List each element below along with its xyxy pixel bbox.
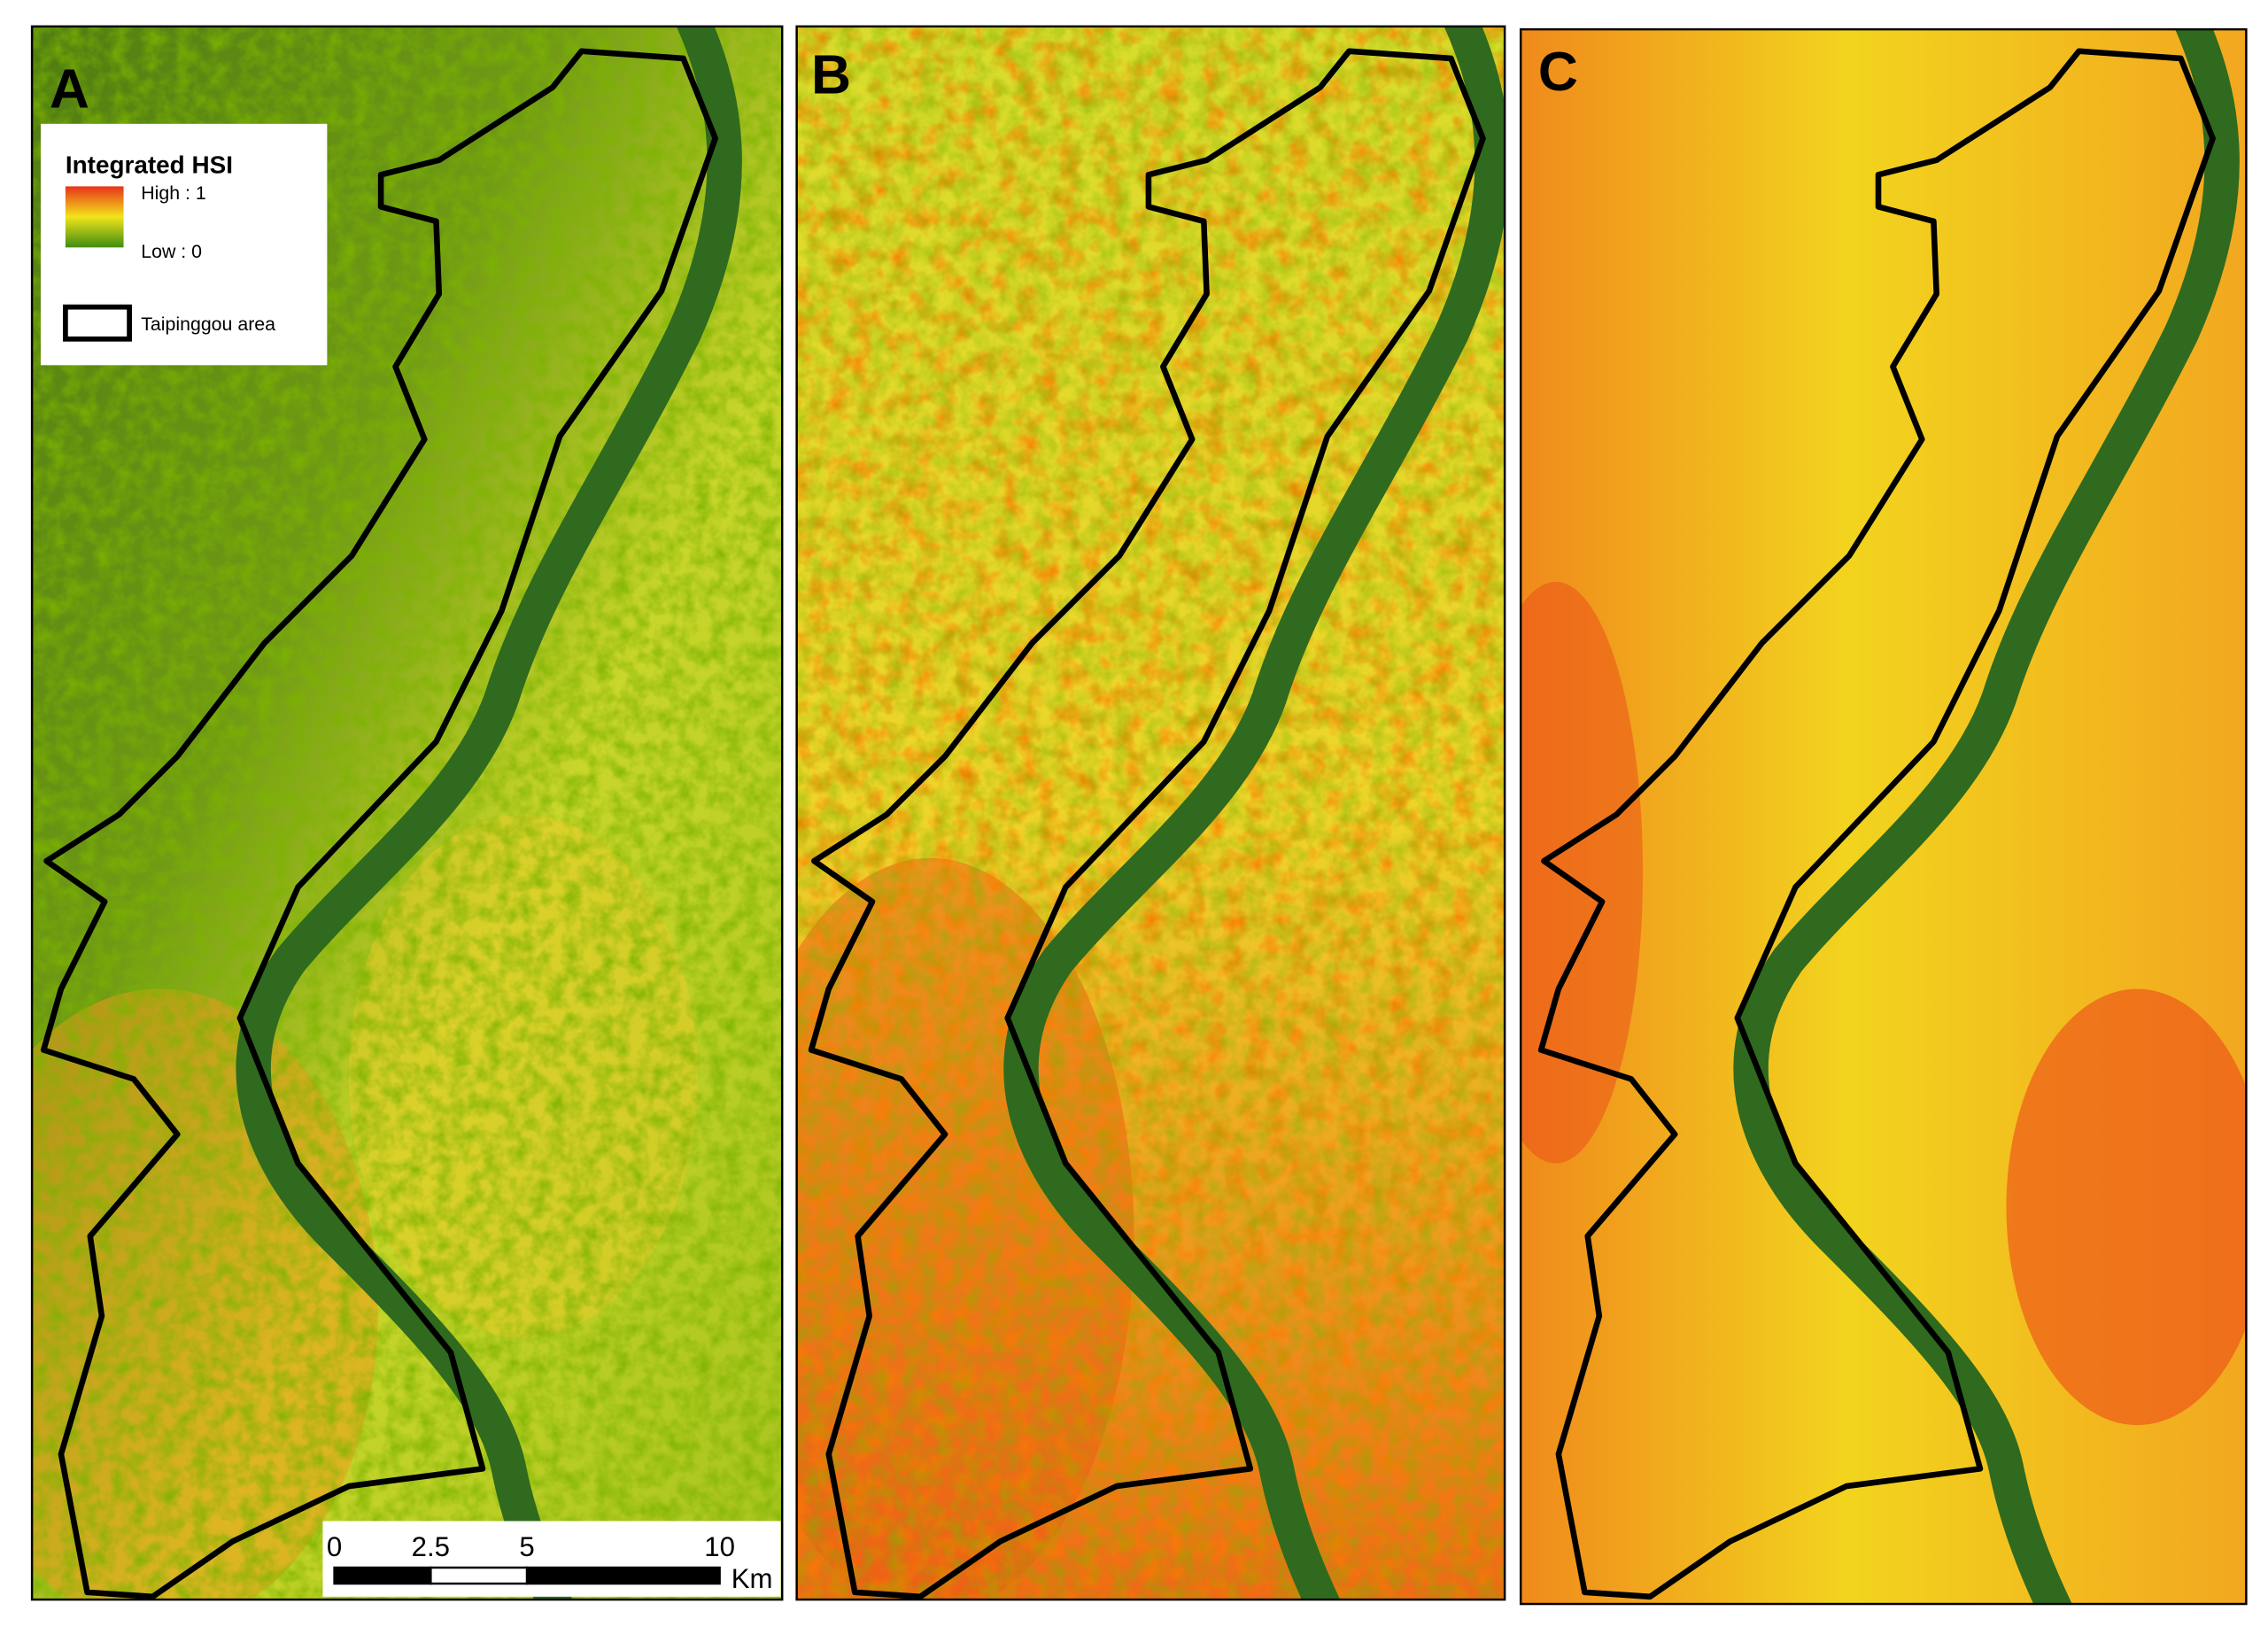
scale-bar-segment bbox=[430, 1566, 529, 1585]
legend-ramp bbox=[65, 186, 124, 248]
scale-bar-tick-label: 0 bbox=[327, 1531, 342, 1562]
legend-high: High : 1 bbox=[141, 182, 206, 204]
panel-label: C bbox=[1538, 42, 1578, 103]
panel-label: A bbox=[50, 59, 89, 120]
panel-frame bbox=[1519, 27, 2248, 1606]
panel-frame bbox=[30, 25, 784, 1601]
legend-title: Integrated HSI bbox=[66, 151, 233, 179]
panel-label: B bbox=[811, 44, 851, 105]
legend: Integrated HSI High : 1 Low : 0 Taipingg… bbox=[40, 123, 328, 366]
scale-bar-tick-label: 2.5 bbox=[412, 1531, 450, 1562]
scale-bar-segment bbox=[333, 1566, 432, 1585]
legend-boundary: Taipinggou area bbox=[141, 314, 275, 335]
scale-bar-tick-label: 5 bbox=[519, 1531, 534, 1562]
panel-c-map bbox=[1521, 29, 2247, 1642]
scale-bar-segment bbox=[525, 1566, 721, 1585]
scale-bar-tick-label: 10 bbox=[704, 1531, 735, 1562]
scale-bar-unit: Km bbox=[731, 1563, 773, 1594]
legend-boundary-symbol bbox=[63, 304, 132, 342]
panel-b-map bbox=[796, 26, 1506, 1600]
panel-frame bbox=[795, 25, 1506, 1601]
legend-low: Low : 0 bbox=[141, 241, 202, 262]
